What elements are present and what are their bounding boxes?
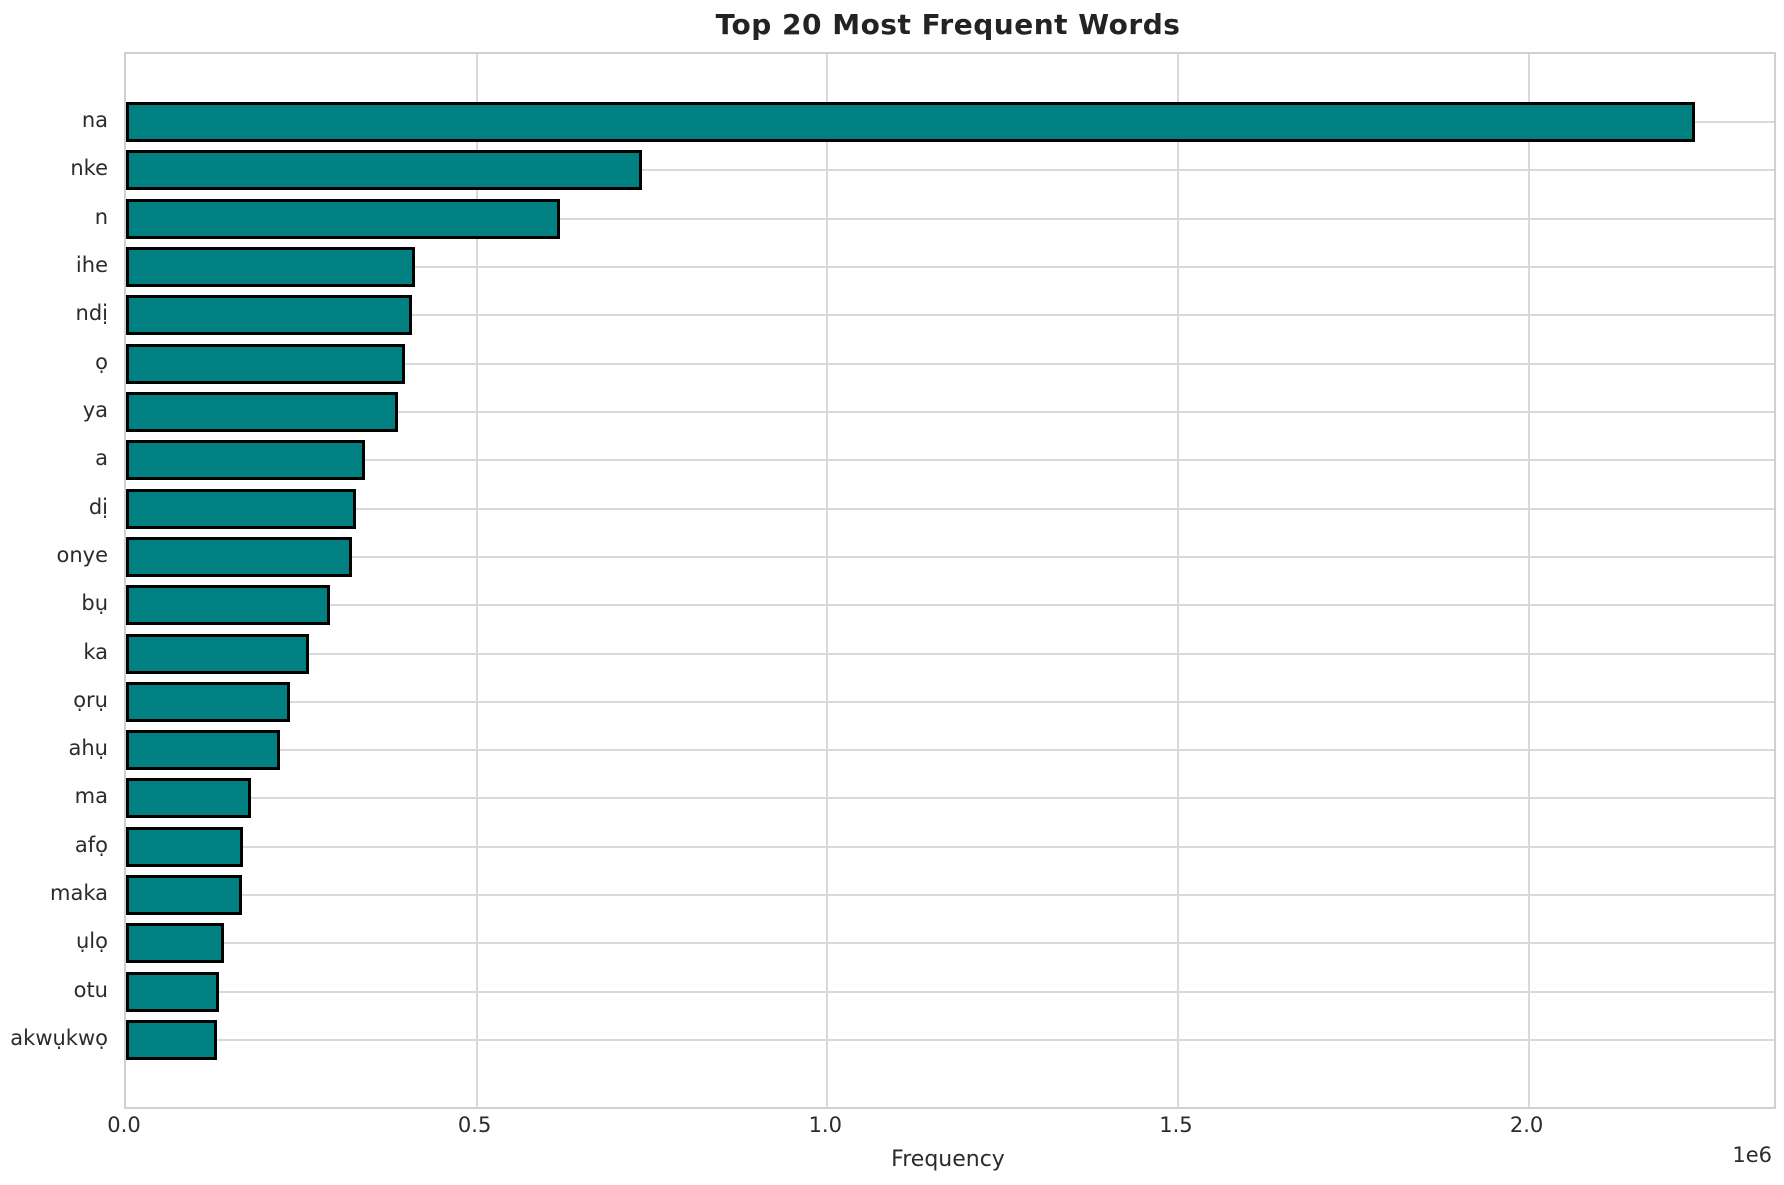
y-tick-label: ka (83, 639, 108, 664)
y-gridline (126, 797, 1774, 800)
bar-maka (126, 875, 242, 916)
x-tick-label: 0.5 (457, 1113, 492, 1137)
y-gridline (126, 990, 1774, 993)
bar-ka (126, 633, 309, 674)
y-gridline (126, 749, 1774, 752)
bar-ya (126, 391, 398, 432)
y-tick-label: nke (70, 156, 108, 181)
bar-ọrụ (126, 681, 290, 722)
y-tick-label: ọrụ (73, 687, 108, 712)
y-gridline (126, 265, 1774, 268)
axis-offset-label: 1e6 (1732, 1143, 1772, 1167)
y-tick-label: ụlọ (76, 929, 108, 954)
y-tick-label: a (95, 446, 108, 471)
y-tick-label: akwụkwọ (10, 1026, 108, 1051)
y-gridline (126, 1039, 1774, 1042)
y-gridline (126, 604, 1774, 607)
bar-bụ (126, 585, 330, 626)
bar-ihe (126, 246, 415, 287)
plot-area (124, 52, 1776, 1109)
y-gridline (126, 555, 1774, 558)
y-tick-label: n (94, 204, 108, 229)
y-tick-label: ahụ (68, 736, 109, 761)
bar-n (126, 198, 560, 239)
y-gridline (126, 942, 1774, 945)
bar-ahụ (126, 730, 280, 771)
bar-afọ (126, 826, 243, 867)
x-gridline (475, 54, 478, 1107)
bar-a (126, 440, 365, 481)
y-tick-label: ndị (75, 301, 108, 326)
x-tick-label: 2.0 (1509, 1113, 1544, 1137)
y-gridline (126, 169, 1774, 172)
y-tick-label: na (81, 108, 108, 132)
y-gridline (126, 652, 1774, 655)
x-axis-label: Frequency (891, 1147, 1005, 1172)
x-gridline (1176, 54, 1179, 1107)
x-gridline (826, 54, 829, 1107)
x-tick-label: 0.0 (107, 1113, 141, 1137)
y-gridline (126, 700, 1774, 703)
y-tick-label: otu (73, 977, 108, 1002)
bar-nke (126, 150, 642, 191)
y-tick-label: dị (88, 494, 108, 519)
y-tick-label: ma (74, 784, 108, 809)
bar-ụlọ (126, 923, 224, 964)
bar-akwụkwọ (126, 1020, 217, 1061)
y-gridline (126, 362, 1774, 365)
y-tick-label: ọ (95, 349, 108, 374)
x-tick-label: 1.0 (808, 1113, 842, 1137)
chart-title: Top 20 Most Frequent Words (715, 8, 1181, 41)
bar-ndị (126, 295, 412, 336)
y-gridline (126, 314, 1774, 317)
y-gridline (126, 894, 1774, 897)
y-tick-label: afọ (74, 832, 108, 857)
bar-ma (126, 778, 251, 819)
y-gridline (126, 507, 1774, 510)
y-tick-label: ihe (75, 252, 108, 277)
y-tick-label: bụ (81, 591, 108, 616)
x-gridline (1527, 54, 1530, 1107)
y-gridline (126, 845, 1774, 848)
y-gridline (126, 459, 1774, 462)
y-tick-label: maka (50, 881, 108, 906)
bar-onye (126, 536, 352, 577)
bar-otu (126, 971, 219, 1012)
x-tick-label: 1.5 (1159, 1113, 1193, 1137)
bar-ọ (126, 343, 405, 384)
bar-dị (126, 488, 356, 529)
y-gridline (126, 217, 1774, 220)
bar-na (126, 102, 1695, 142)
y-tick-label: onye (56, 542, 108, 567)
y-tick-label: ya (82, 397, 108, 422)
y-gridline (126, 410, 1774, 413)
